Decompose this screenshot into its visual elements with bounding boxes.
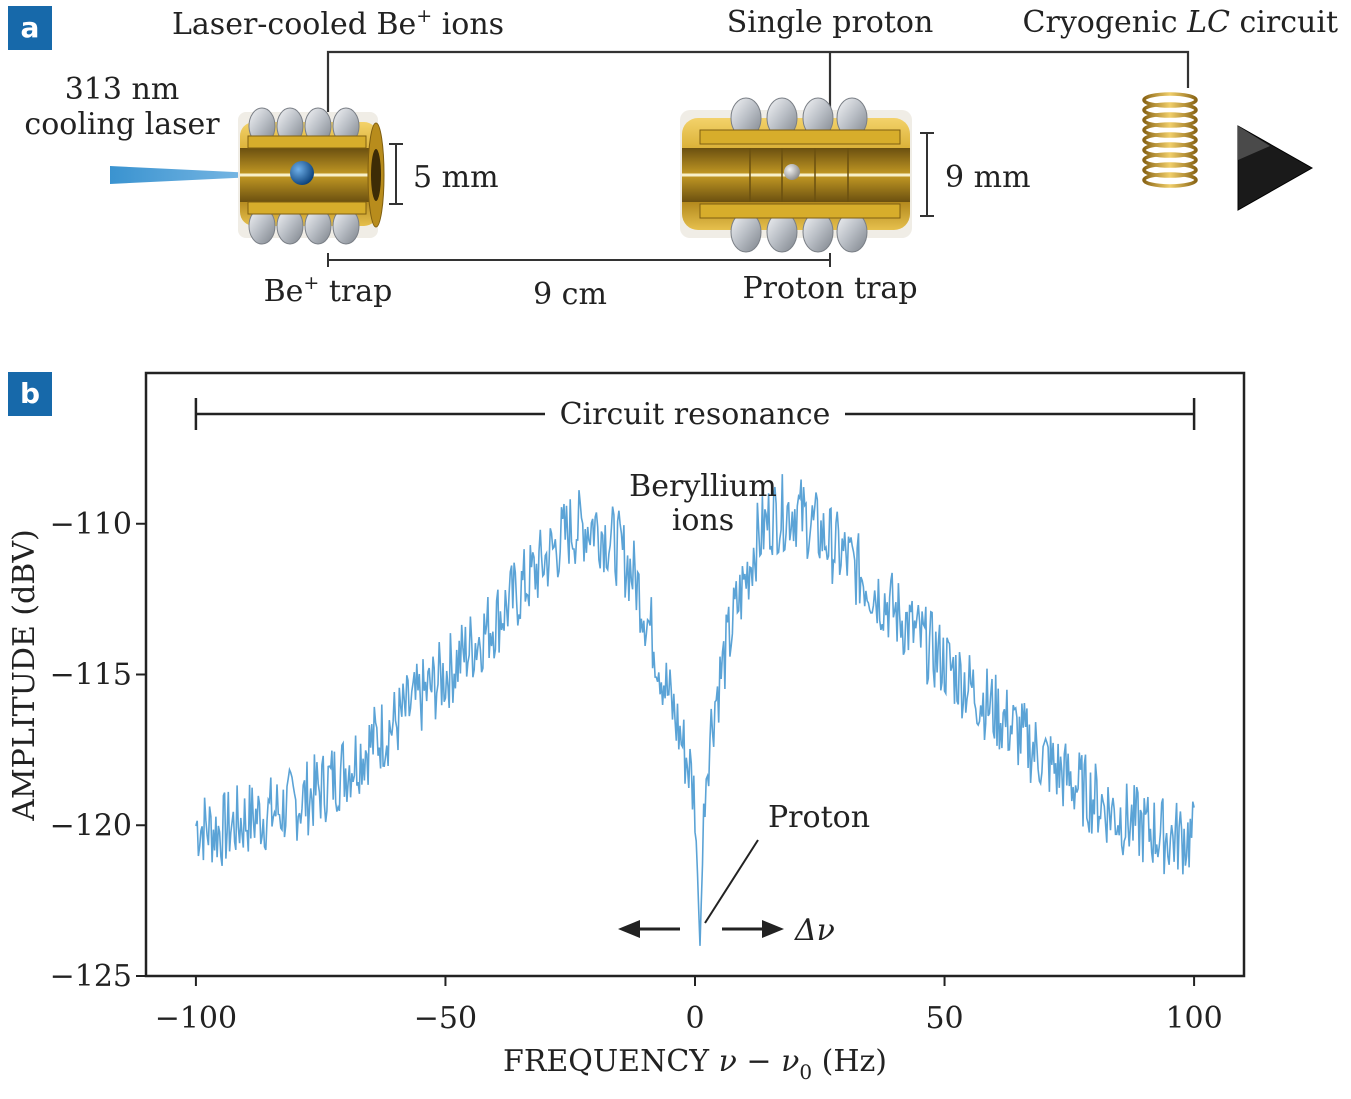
proton-annotation: Proton: [768, 800, 870, 835]
capacitor-highlight: [1238, 126, 1270, 160]
laser-beam: [110, 166, 296, 184]
connection-wire: [326, 50, 1190, 118]
be-dimension: [389, 143, 403, 205]
be-dimension-label: 5 mm: [413, 160, 499, 195]
lc-coil: [1142, 88, 1240, 188]
lc-circuit-label: Cryogenic LC circuit: [1023, 5, 1338, 40]
laser-label-line2: cooling laser: [24, 107, 220, 142]
y-tick-label: −110: [50, 507, 132, 542]
panel-a-badge: a: [8, 6, 52, 50]
panel-b-badge: b: [8, 372, 52, 416]
proton-dimension: [920, 132, 934, 217]
single-proton-label: Single proton: [727, 5, 934, 40]
amplitude-trace: [195, 474, 1195, 946]
circuit-resonance-bar: [194, 398, 1196, 430]
x-tick-label: −50: [414, 1001, 477, 1036]
x-axis-label: FREQUENCY ν − ν0 (Hz): [503, 1044, 887, 1084]
separation-label: 9 cm: [533, 277, 607, 312]
beryllium-label-line2: ions: [672, 503, 734, 538]
proton-particle: [784, 164, 800, 180]
y-tick-label: −120: [50, 808, 132, 843]
y-axis-label: AMPLITUDE (dBV): [7, 529, 42, 821]
proton-pointer: [704, 839, 759, 924]
delta-nu-arrows: [618, 920, 784, 938]
separation-dimension: [327, 253, 831, 267]
axis-ticks: −100 −50 0 50 100 −110 −115 −120 −125: [50, 507, 1223, 1036]
plot-frame: [144, 371, 1246, 978]
be-ions-label: Laser-cooled Be+ ions: [172, 5, 504, 42]
circuit-resonance-label: Circuit resonance: [560, 397, 831, 432]
be-ion-cloud: [290, 161, 314, 185]
y-tick-label: −115: [50, 658, 132, 693]
x-tick-label: −100: [155, 1001, 237, 1036]
x-tick-label: 100: [1165, 1001, 1222, 1036]
x-tick-label: 50: [925, 1001, 963, 1036]
proton-trap-label: Proton trap: [742, 271, 917, 306]
y-tick-label: −125: [50, 959, 132, 994]
beryllium-label-line1: Beryllium: [629, 469, 777, 504]
be-trap-label: Be+ trap: [264, 272, 393, 309]
apparatus-diagram: Laser-cooled Be+ ions Single proton Cryo…: [24, 5, 1338, 312]
laser-label-line1: 313 nm: [65, 72, 180, 107]
delta-nu-label: Δν: [794, 913, 835, 948]
proton-dimension-label: 9 mm: [945, 160, 1031, 195]
x-tick-label: 0: [685, 1001, 704, 1036]
